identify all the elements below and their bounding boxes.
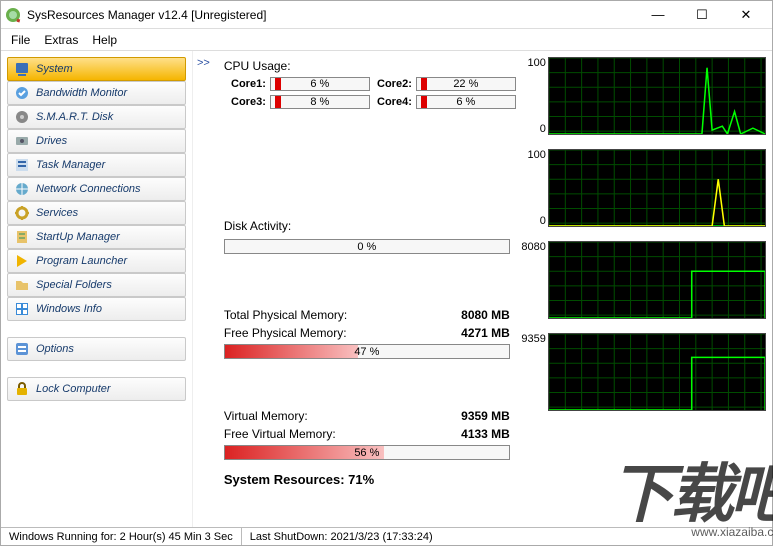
core-bar: 6 % — [270, 77, 370, 91]
sidebar-item-bandwidth-monitor[interactable]: Bandwidth Monitor — [7, 81, 186, 105]
cpu-ymin: 0 — [540, 123, 546, 135]
nav-icon — [14, 277, 30, 293]
sidebar-item-options[interactable]: Options — [7, 337, 186, 361]
nav-label: Network Connections — [36, 183, 141, 195]
virt-free-label: Free Virtual Memory: — [224, 425, 336, 443]
sidebar-item-lock[interactable]: Lock Computer — [7, 377, 186, 401]
statusbar: Windows Running for: 2 Hour(s) 45 Min 3 … — [1, 527, 772, 545]
menu-help[interactable]: Help — [92, 33, 117, 47]
virt-bar: 56 % — [224, 445, 510, 460]
disk-bar: 0 % — [224, 239, 510, 254]
app-icon — [5, 7, 21, 23]
nav-icon — [14, 85, 30, 101]
cpu-ymax: 100 — [528, 57, 546, 69]
nav-label: Bandwidth Monitor — [36, 87, 127, 99]
nav-label: StartUp Manager — [36, 231, 120, 243]
nav-arrow-icon: >> — [193, 51, 214, 527]
nav-icon — [14, 157, 30, 173]
core-label: Core3: — [224, 96, 270, 108]
summary-label: System Resources: 71% — [224, 472, 510, 487]
phys-total-value: 8080 MB — [461, 306, 510, 324]
nav-label: Task Manager — [36, 159, 105, 171]
window-title: SysResources Manager v12.4 [Unregistered… — [27, 8, 636, 22]
status-last-shutdown: Last ShutDown: 2021/3/23 (17:33:24) — [242, 531, 441, 543]
nav-icon — [14, 229, 30, 245]
nav-label: Drives — [36, 135, 67, 147]
virt-ymax: 9359 — [521, 333, 545, 345]
cpu-chart — [548, 57, 766, 135]
disk-pct: 0 % — [225, 240, 509, 253]
maximize-button[interactable]: ☐ — [680, 2, 724, 28]
nav-icon — [14, 301, 30, 317]
phys-pct: 47 % — [225, 345, 509, 358]
phys-free-label: Free Physical Memory: — [224, 324, 347, 342]
nav-icon — [14, 181, 30, 197]
disk-ymin: 0 — [540, 215, 546, 227]
sidebar-item-special-folders[interactable]: Special Folders — [7, 273, 186, 297]
sidebar-item-services[interactable]: Services — [7, 201, 186, 225]
lock-icon — [14, 381, 30, 397]
nav-label: Special Folders — [36, 279, 112, 291]
sidebar: System Bandwidth Monitor S.M.A.R.T. Disk Dr… — [1, 51, 193, 527]
nav-label: Options — [36, 343, 74, 355]
virt-total-value: 9359 MB — [461, 407, 510, 425]
menubar: File Extras Help — [1, 29, 772, 51]
sidebar-item-network-connections[interactable]: Network Connections — [7, 177, 186, 201]
options-icon — [14, 341, 30, 357]
virt-chart — [548, 333, 766, 411]
phys-chart — [548, 241, 766, 319]
nav-label: Lock Computer — [36, 383, 111, 395]
core-bar: 6 % — [416, 95, 516, 109]
menu-file[interactable]: File — [11, 33, 30, 47]
titlebar: SysResources Manager v12.4 [Unregistered… — [1, 1, 772, 29]
virt-total-label: Virtual Memory: — [224, 407, 308, 425]
core-label: Core2: — [370, 78, 416, 90]
status-uptime: Windows Running for: 2 Hour(s) 45 Min 3 … — [1, 531, 241, 543]
charts-panel: 1000 1000 Read Write 8080 9359 — [514, 51, 772, 527]
phys-bar: 47 % — [224, 344, 510, 359]
sidebar-item-s-m-a-r-t-disk[interactable]: S.M.A.R.T. Disk — [7, 105, 186, 129]
nav-icon — [14, 109, 30, 125]
sidebar-item-system[interactable]: System — [7, 57, 186, 81]
cpu-title: CPU Usage: — [224, 59, 510, 73]
nav-icon — [14, 253, 30, 269]
nav-label: S.M.A.R.T. Disk — [36, 111, 113, 123]
virt-pct: 56 % — [225, 446, 509, 459]
core-bar: 22 % — [416, 77, 516, 91]
virt-free-value: 4133 MB — [461, 425, 510, 443]
menu-extras[interactable]: Extras — [44, 33, 78, 47]
nav-icon — [14, 133, 30, 149]
metrics-panel: CPU Usage: Core1:6 %Core2:22 %Core3:8 %C… — [214, 51, 514, 527]
close-button[interactable]: ✕ — [724, 2, 768, 28]
nav-label: Windows Info — [36, 303, 102, 315]
core-label: Core4: — [370, 96, 416, 108]
nav-icon — [14, 61, 30, 77]
sidebar-item-startup-manager[interactable]: StartUp Manager — [7, 225, 186, 249]
core-bar: 8 % — [270, 95, 370, 109]
sidebar-item-task-manager[interactable]: Task Manager — [7, 153, 186, 177]
nav-label: System — [36, 63, 73, 75]
phys-total-label: Total Physical Memory: — [224, 306, 347, 324]
minimize-button[interactable]: — — [636, 2, 680, 28]
phys-free-value: 4271 MB — [461, 324, 510, 342]
nav-label: Program Launcher — [36, 255, 127, 267]
sidebar-item-program-launcher[interactable]: Program Launcher — [7, 249, 186, 273]
disk-title: Disk Activity: — [224, 219, 510, 233]
disk-ymax: 100 — [528, 149, 546, 161]
phys-ymax: 8080 — [521, 241, 545, 253]
nav-label: Services — [36, 207, 78, 219]
disk-chart — [548, 149, 766, 227]
nav-icon — [14, 205, 30, 221]
sidebar-item-windows-info[interactable]: Windows Info — [7, 297, 186, 321]
sidebar-item-drives[interactable]: Drives — [7, 129, 186, 153]
core-label: Core1: — [224, 78, 270, 90]
